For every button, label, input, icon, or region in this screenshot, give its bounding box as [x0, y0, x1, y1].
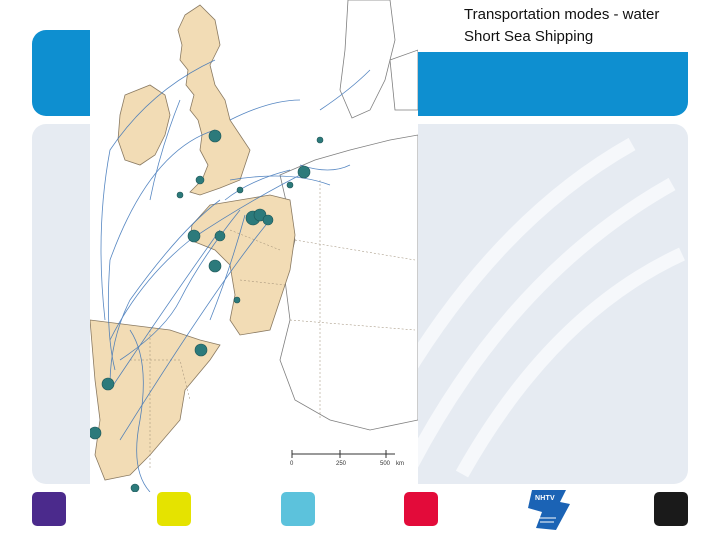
scale-label-250: 250 [336, 461, 347, 467]
footer-square-purple [32, 492, 66, 526]
slide-title: Transportation modes - water [464, 6, 660, 23]
footer-square-cyan [281, 492, 315, 526]
footer-square-red [404, 492, 438, 526]
map-svg: 0 250 500 km [90, 0, 418, 492]
slide-subtitle: Short Sea Shipping [464, 28, 594, 45]
map-scale-bar: 0 250 500 km [290, 450, 404, 467]
scale-label-0: 0 [290, 461, 294, 467]
scale-label-500: 500 [380, 461, 391, 467]
shipping-routes [100, 59, 371, 492]
logo-text: NHTV [535, 495, 555, 502]
scale-label-km: km [396, 461, 404, 467]
short-sea-shipping-map: 0 250 500 km [90, 0, 418, 492]
nhtv-logo [528, 490, 570, 530]
footer-square-black [654, 492, 688, 526]
ports [90, 129, 324, 492]
footer-square-yellow [157, 492, 191, 526]
title-area [418, 0, 720, 52]
shaded-land [90, 4, 296, 481]
